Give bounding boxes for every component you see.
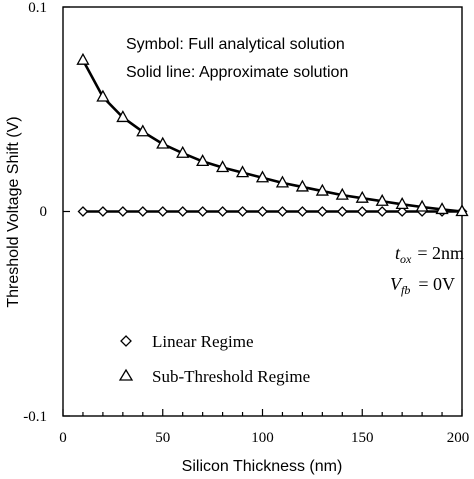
subthreshold-regime-point bbox=[315, 183, 329, 196]
subthreshold-regime-point bbox=[395, 196, 409, 209]
subthreshold-regime-point bbox=[255, 170, 270, 183]
subthreshold-regime-point bbox=[216, 160, 230, 173]
linear-regime-point bbox=[296, 206, 308, 217]
note-line: Solid line: Approximate solution bbox=[126, 64, 348, 81]
subthreshold-regime-point bbox=[455, 204, 469, 217]
param-tox: tox = 2nm bbox=[395, 243, 464, 266]
linear-regime-point bbox=[97, 206, 109, 217]
x-axis-title: Silicon Thickness (nm) bbox=[182, 458, 343, 475]
param-vfb: Vfb = 0V bbox=[390, 274, 455, 297]
linear-regime-point bbox=[137, 206, 149, 217]
x-tick-label: 200 bbox=[447, 430, 470, 446]
linear-regime-point bbox=[316, 206, 328, 217]
x-tick-label: 0 bbox=[59, 430, 67, 446]
linear-regime-point bbox=[336, 206, 348, 217]
linear-regime-point bbox=[197, 206, 209, 217]
subthreshold-regime-point bbox=[415, 199, 429, 212]
subthreshold-regime-point bbox=[355, 190, 369, 203]
linear-regime-point bbox=[237, 206, 248, 217]
linear-regime-point bbox=[257, 206, 268, 217]
linear-regime-point bbox=[177, 206, 189, 217]
legend-diamond-marker bbox=[120, 335, 132, 347]
linear-regime-point bbox=[77, 206, 89, 217]
y-tick-label: 0.1 bbox=[28, 0, 47, 16]
subthreshold-regime-point bbox=[235, 165, 250, 178]
linear-regime-point bbox=[356, 206, 368, 217]
y-axis-title: Threshold Voltage Shift (V) bbox=[5, 116, 22, 307]
linear-regime-point bbox=[376, 206, 388, 217]
note-symbol: Symbol: Full analytical solution bbox=[126, 36, 345, 53]
subthreshold-regime-point bbox=[335, 187, 349, 200]
subthreshold-regime-point bbox=[275, 175, 290, 188]
x-tick-label: 100 bbox=[251, 430, 274, 446]
param-tox-symbol: t bbox=[395, 243, 401, 263]
x-tick-label: 150 bbox=[351, 430, 374, 446]
linear-regime-point bbox=[117, 206, 129, 217]
subthreshold-regime-point bbox=[76, 52, 90, 65]
linear-regime-point bbox=[396, 206, 408, 217]
param-vfb-symbol: V bbox=[390, 274, 403, 294]
param-vfb-sub: fb bbox=[401, 283, 410, 297]
subthreshold-regime-point bbox=[435, 202, 449, 215]
legend: Linear Regime Sub-Threshold Regime bbox=[118, 332, 310, 386]
subthreshold-regime-point bbox=[96, 89, 110, 102]
linear-regime-point bbox=[217, 206, 229, 217]
axis-ticks bbox=[62, 6, 463, 417]
subthreshold-regime-point bbox=[176, 145, 190, 158]
legend-label: Linear Regime bbox=[152, 332, 254, 351]
param-tox-sub: ox bbox=[400, 252, 412, 266]
subthreshold-regime-point bbox=[116, 110, 130, 123]
param-tox-value: = 2nm bbox=[417, 243, 464, 263]
x-tick-label: 50 bbox=[155, 430, 170, 446]
y-tick-label: 0 bbox=[40, 204, 48, 220]
subthreshold-regime-point bbox=[136, 124, 150, 137]
legend-label: Sub-Threshold Regime bbox=[152, 367, 310, 386]
legend-triangle-marker bbox=[118, 368, 134, 381]
param-vfb-value: = 0V bbox=[418, 274, 455, 294]
subthreshold-regime-point bbox=[295, 179, 309, 192]
y-tick-label: -0.1 bbox=[23, 409, 47, 425]
linear-regime-point bbox=[277, 206, 288, 217]
subthreshold-regime-point bbox=[156, 136, 170, 149]
subthreshold-regime-point bbox=[375, 193, 389, 206]
linear-regime-point bbox=[157, 206, 169, 217]
plot-area bbox=[76, 52, 469, 217]
subthreshold-regime-point bbox=[196, 154, 210, 167]
